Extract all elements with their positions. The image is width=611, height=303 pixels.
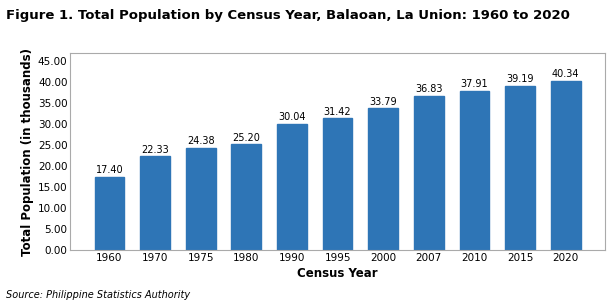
Bar <box>232 144 261 250</box>
Text: 17.40: 17.40 <box>95 165 123 175</box>
Bar <box>95 177 124 250</box>
Text: 22.33: 22.33 <box>141 145 169 155</box>
Bar <box>368 108 398 250</box>
Text: 31.42: 31.42 <box>324 107 351 117</box>
Bar <box>551 81 580 250</box>
Bar <box>140 156 170 250</box>
Text: 39.19: 39.19 <box>507 74 534 84</box>
Bar <box>414 96 444 250</box>
Bar <box>505 86 535 250</box>
X-axis label: Census Year: Census Year <box>298 267 378 280</box>
Text: 24.38: 24.38 <box>187 136 214 146</box>
Y-axis label: Total Population (in thousands): Total Population (in thousands) <box>21 48 34 255</box>
Text: Figure 1. Total Population by Census Year, Balaoan, La Union: 1960 to 2020: Figure 1. Total Population by Census Yea… <box>6 9 570 22</box>
Text: 33.79: 33.79 <box>370 97 397 107</box>
Text: 25.20: 25.20 <box>232 133 260 143</box>
Text: Source: Philippine Statistics Authority: Source: Philippine Statistics Authority <box>6 290 190 300</box>
Text: 40.34: 40.34 <box>552 69 579 79</box>
Bar <box>186 148 216 250</box>
Bar <box>277 124 307 250</box>
Text: 30.04: 30.04 <box>278 112 306 122</box>
Text: 37.91: 37.91 <box>461 79 488 89</box>
Text: 36.83: 36.83 <box>415 84 442 94</box>
Bar <box>323 118 353 250</box>
Bar <box>459 91 489 250</box>
